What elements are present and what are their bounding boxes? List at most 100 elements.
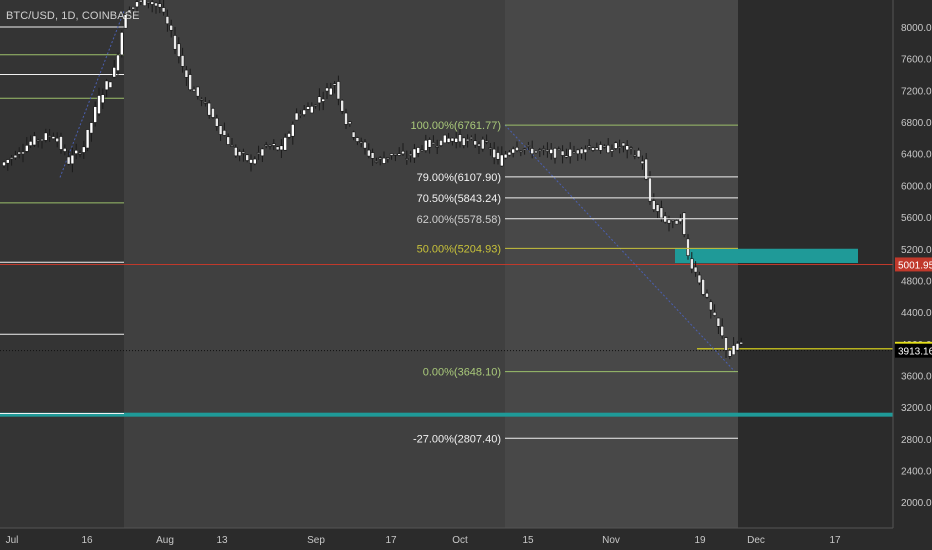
- candle: [36, 138, 41, 148]
- candle: [579, 147, 584, 160]
- candle: [659, 200, 664, 222]
- candle: [537, 147, 542, 157]
- candle: [454, 132, 459, 149]
- candle-body: [40, 139, 44, 141]
- price-badge: 3913.16: [895, 343, 932, 358]
- candle-body: [165, 16, 170, 25]
- candle-body: [196, 86, 200, 97]
- candle-body: [701, 279, 706, 295]
- candle-body: [708, 301, 713, 311]
- candle: [74, 143, 78, 160]
- candle: [325, 83, 329, 99]
- candle-body: [458, 134, 462, 143]
- candle: [142, 0, 147, 7]
- candle: [530, 140, 535, 159]
- fib-level-label: 100.00%(6761.77): [410, 120, 501, 132]
- candle: [366, 143, 371, 159]
- candle-body: [101, 94, 105, 104]
- candle-body: [169, 24, 173, 31]
- candle: [112, 60, 116, 79]
- symbol-title: BTC/USD, 1D, COINBASE: [6, 10, 140, 22]
- candle-body: [374, 161, 379, 163]
- candle-body: [461, 137, 466, 146]
- candle: [302, 104, 307, 117]
- candle: [591, 146, 595, 152]
- candle-body: [397, 153, 402, 156]
- candle: [256, 145, 261, 160]
- candle: [127, 6, 132, 14]
- candle-body: [674, 220, 679, 225]
- candle-body: [431, 142, 436, 145]
- candle-body: [127, 9, 132, 14]
- candle-body: [150, 1, 154, 5]
- candle: [389, 153, 394, 160]
- candle-body: [93, 106, 97, 123]
- candle: [458, 126, 462, 148]
- candle: [17, 147, 22, 159]
- candle-body: [74, 149, 78, 154]
- candle: [632, 150, 637, 160]
- time-tick-label: 19: [694, 535, 706, 546]
- candle-body: [207, 102, 211, 116]
- candle-body: [116, 54, 120, 71]
- candle-body: [655, 204, 660, 212]
- candle-body: [712, 312, 717, 316]
- candle: [328, 82, 333, 96]
- candle-body: [78, 152, 82, 155]
- candle: [104, 78, 109, 98]
- candle-body: [518, 150, 523, 153]
- candle: [397, 147, 402, 157]
- price-tick-label: 5200.00: [901, 245, 932, 256]
- candle: [298, 110, 303, 119]
- time-tick-label: Jul: [6, 535, 19, 546]
- candle-body: [131, 6, 135, 10]
- candle-body: [249, 159, 253, 164]
- price-tick-label: 2400.00: [901, 467, 932, 478]
- candle: [655, 203, 660, 219]
- candle: [416, 146, 421, 158]
- candle-body: [484, 140, 489, 143]
- candle: [427, 137, 432, 154]
- candle: [606, 138, 611, 154]
- candle: [203, 97, 208, 107]
- candle-body: [359, 141, 364, 144]
- candle-body: [351, 131, 356, 138]
- candle: [515, 141, 519, 153]
- candle-body: [161, 7, 166, 13]
- candle: [116, 52, 120, 75]
- time-tick-label: 17: [385, 535, 397, 546]
- candle: [610, 144, 614, 158]
- candle: [287, 131, 291, 140]
- candle-body: [515, 147, 519, 151]
- candle: [245, 154, 249, 163]
- candle: [697, 271, 702, 286]
- candle-body: [21, 151, 25, 155]
- candle: [731, 337, 736, 356]
- candle: [347, 120, 352, 127]
- candle-body: [62, 148, 67, 152]
- candle: [336, 75, 341, 106]
- candle: [211, 107, 215, 119]
- candle: [705, 289, 709, 299]
- price-badge-bg: [895, 257, 932, 272]
- candle: [435, 139, 440, 155]
- candle-body: [253, 158, 257, 165]
- candle: [442, 134, 447, 144]
- candle: [344, 108, 348, 129]
- candle-body: [534, 150, 538, 154]
- time-tick-label: Oct: [452, 535, 468, 546]
- candle-body: [203, 102, 208, 104]
- candle-body: [82, 146, 86, 153]
- fib-level-label: 50.00%(5204.93): [417, 243, 501, 255]
- candle: [150, 0, 154, 13]
- candle: [40, 138, 44, 149]
- candle-body: [659, 207, 664, 219]
- candle: [59, 132, 63, 154]
- candle-body: [572, 151, 576, 154]
- candle: [412, 143, 417, 163]
- fib-level-label: 70.50%(5843.24): [417, 193, 501, 205]
- candle-body: [13, 154, 18, 159]
- candle: [621, 142, 626, 153]
- candle: [499, 146, 504, 167]
